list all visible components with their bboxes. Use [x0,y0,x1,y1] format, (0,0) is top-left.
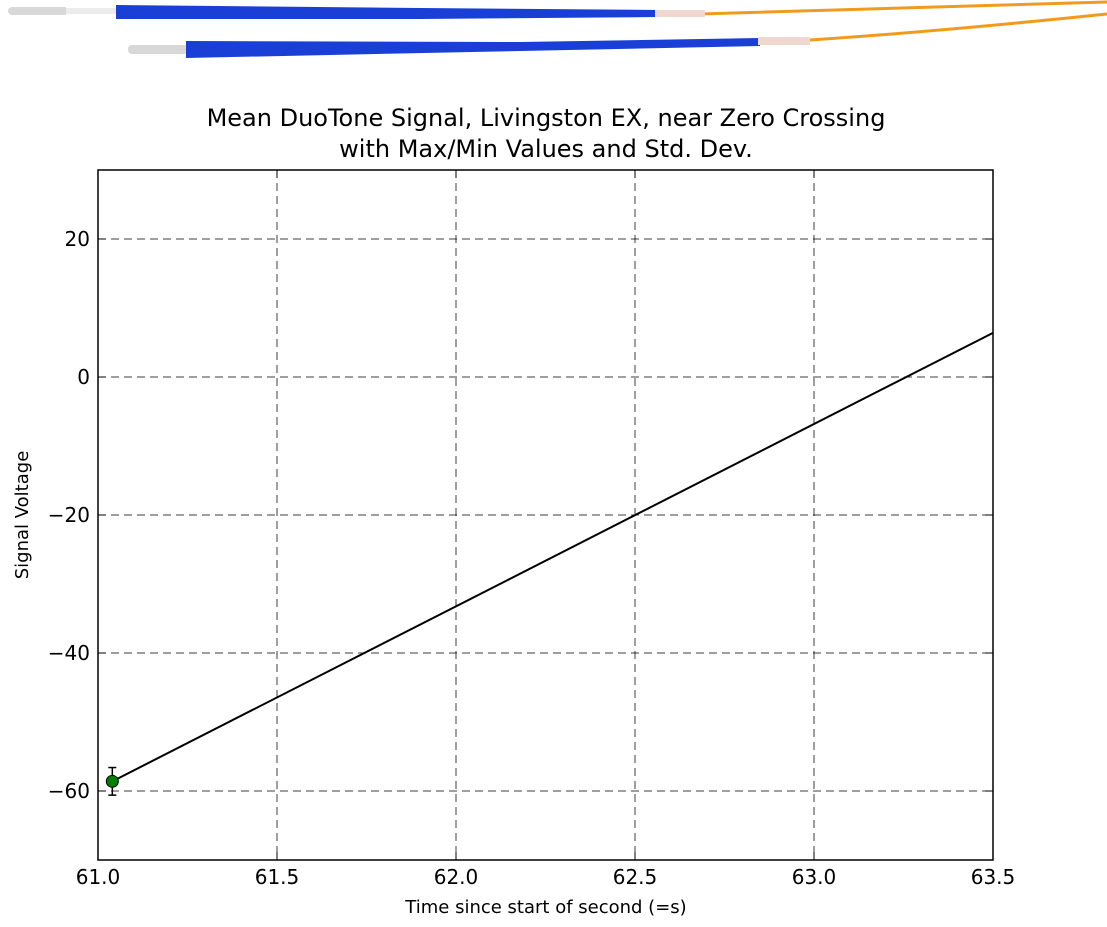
data-point [105,774,119,788]
y-tick-label: 20 [65,227,90,251]
fiber [699,0,1107,16]
x-tick-label: 62.5 [613,865,658,889]
ferrule [8,7,68,15]
boot [186,38,760,58]
x-tick-label: 61.5 [255,865,300,889]
y-tick-label: −20 [48,503,90,527]
cable-illustration [8,0,1107,58]
x-tick-label: 63.5 [971,865,1016,889]
chart-title: with Max/Min Values and Std. Dev. [339,135,753,163]
y-tick-label: 0 [77,365,90,389]
ferrule [66,8,116,14]
x-tick-label: 63.0 [792,865,837,889]
ferrule [128,45,188,54]
x-axis-label: Time since start of second (=s) [404,897,686,918]
y-tick-label: −60 [48,779,90,803]
x-tick-label: 61.0 [76,865,121,889]
chart-title: Mean DuoTone Signal, Livingston EX, near… [207,104,886,132]
y-axis-label: Signal Voltage [12,451,33,580]
sleeve [758,37,810,45]
x-tick-label: 62.0 [434,865,479,889]
y-tick-label: −40 [48,641,90,665]
data-line [111,331,994,783]
sleeve [655,10,705,17]
plot-frame [97,169,994,861]
fiber [809,12,1107,42]
boot [116,5,660,19]
